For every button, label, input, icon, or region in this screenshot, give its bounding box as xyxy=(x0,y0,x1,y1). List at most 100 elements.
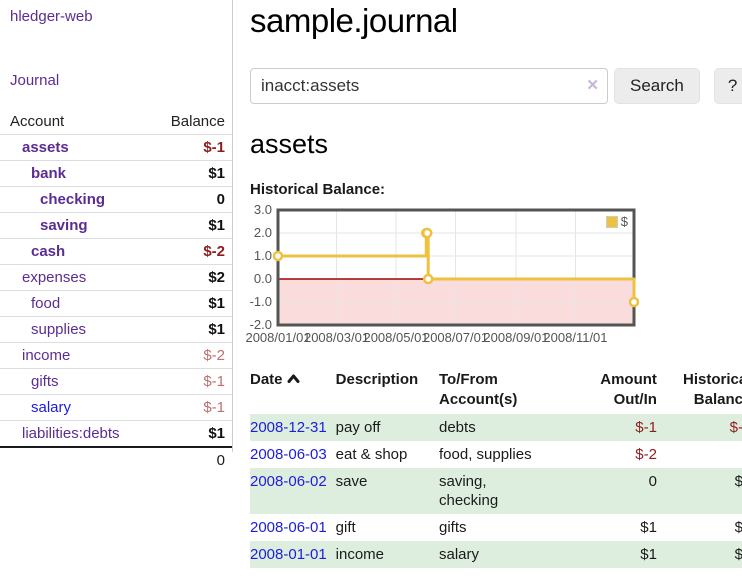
transaction-accounts: food, supplies xyxy=(439,446,532,463)
sidebar-account-row-food: food $1 xyxy=(0,290,232,316)
transaction-amount: $-2 xyxy=(635,446,657,463)
register-row: 2008-06-03 eat & shop food, supplies $-2… xyxy=(250,441,742,468)
main-content: sample.journal ✕ Search ? assets Histori… xyxy=(233,0,742,582)
y-tick-label: 0.0 xyxy=(253,271,272,286)
transaction-accounts: saving, checking xyxy=(439,468,577,514)
account-balance: $-1 xyxy=(203,399,225,416)
search-button[interactable]: Search xyxy=(614,68,700,104)
balance-column-header: Balance xyxy=(170,113,225,130)
transaction-balance: $1 xyxy=(656,541,742,568)
accounts-header-row: Account Balance xyxy=(0,109,232,134)
x-tick-label: 2008/11/01 xyxy=(543,330,608,345)
accounts-total-value: 0 xyxy=(216,452,225,469)
account-balance: $1 xyxy=(208,425,225,442)
account-link-food[interactable]: food xyxy=(31,295,61,312)
page-title: sample.journal xyxy=(250,2,458,39)
help-button[interactable]: ? xyxy=(713,68,742,104)
transaction-amount: $-1 xyxy=(576,414,657,441)
x-tick-label: 2008/01/01 xyxy=(245,330,311,345)
sort-ascending-icon xyxy=(287,370,300,390)
sidebar-account-row-bank: bank $1 xyxy=(0,160,232,186)
sidebar-account-row-salary: salary $-1 xyxy=(0,394,232,420)
account-balance: $-1 xyxy=(203,373,225,390)
account-balance: $-2 xyxy=(203,347,225,364)
x-tick-label: 2008/03/01 xyxy=(303,330,370,345)
account-link-checking[interactable]: checking xyxy=(40,191,106,208)
sidebar-account-row-supplies: supplies $1 xyxy=(0,316,232,342)
transaction-description: income xyxy=(335,541,439,568)
account-link-expenses[interactable]: expenses xyxy=(22,269,87,286)
transaction-description: eat & shop xyxy=(335,446,408,463)
y-axis-labels: 3.0 2.0 1.0 0.0 -1.0 -2.0 xyxy=(245,202,272,332)
transaction-date-link[interactable]: 2008-06-01 xyxy=(250,519,327,536)
chart-title: Historical Balance: xyxy=(250,181,386,198)
brand-link[interactable]: hledger-web xyxy=(10,8,93,25)
transaction-accounts: gifts xyxy=(439,519,467,536)
transaction-balance: 0 xyxy=(657,441,742,468)
sidebar-account-row-saving: saving $1 xyxy=(0,212,232,238)
sidebar-account-row-income: income $-2 xyxy=(0,342,232,368)
account-link-income[interactable]: income xyxy=(22,347,71,364)
sidebar-account-row-assets: assets $-1 xyxy=(0,134,232,160)
y-tick-label: -2.0 xyxy=(249,317,272,332)
account-link-supplies[interactable]: supplies xyxy=(31,321,87,338)
sidebar-account-row-expenses: expenses $2 xyxy=(0,264,232,290)
sidebar-account-row-cash: cash $-2 xyxy=(0,238,232,264)
description-header: Description xyxy=(335,371,419,388)
x-tick-label: 2008/07/01 xyxy=(422,330,489,345)
y-tick-label: 1.0 xyxy=(253,248,272,263)
chart-legend: $ xyxy=(603,213,630,230)
transaction-balance: $2 xyxy=(734,519,742,536)
transaction-description: save xyxy=(335,468,439,514)
legend-label: $ xyxy=(620,214,628,229)
account-link-liabilities-debts[interactable]: liabilities:debts xyxy=(22,425,120,442)
transaction-date-link[interactable]: 2008-06-02 xyxy=(250,473,327,490)
register-header-row: Date Description To/From Account(s) Amou… xyxy=(250,368,742,414)
transaction-amount: $1 xyxy=(576,541,657,568)
account-link-saving[interactable]: saving xyxy=(40,217,88,234)
sidebar-account-row-liabilities-debts: liabilities:debts $1 xyxy=(0,420,232,446)
account-balance: $-2 xyxy=(203,243,225,260)
transaction-balance: $-1 xyxy=(656,414,742,441)
accounts-header: To/From Account(s) xyxy=(439,371,518,408)
sort-by-date-header[interactable]: Date xyxy=(250,368,336,414)
register-row: 2008-12-31 pay off debts $-1 $-1 xyxy=(250,414,742,441)
transaction-date-link[interactable]: 2008-06-03 xyxy=(250,446,327,463)
transaction-description: gift xyxy=(335,519,356,536)
account-link-bank[interactable]: bank xyxy=(31,165,67,182)
amount-header: Amount Out/In xyxy=(600,371,657,408)
account-column-header: Account xyxy=(10,113,65,130)
accounts-panel: Account Balance assets $-1 bank $1 check… xyxy=(0,109,232,473)
x-axis-labels: 2008/01/01 2008/03/01 2008/05/01 2008/07/01… xyxy=(245,330,635,348)
y-tick-label: -1.0 xyxy=(249,294,272,309)
transaction-date-link[interactable]: 2008-01-01 xyxy=(250,546,327,563)
account-link-salary[interactable]: salary xyxy=(31,399,72,416)
transaction-date-link[interactable]: 2008-12-31 xyxy=(250,419,327,436)
register-row: 2008-06-02 save saving,checking 0 $2 xyxy=(250,468,742,514)
x-tick-label: 2008/09/01 xyxy=(483,330,549,345)
account-link-cash[interactable]: cash xyxy=(31,243,66,260)
account-balance: $2 xyxy=(208,269,225,286)
account-balance: $1 xyxy=(208,321,225,338)
sidebar-item-journal[interactable]: Journal xyxy=(10,72,60,89)
y-tick-label: 2.0 xyxy=(253,225,272,240)
register-row: 2008-01-01 income salary $1 $1 xyxy=(250,541,742,568)
search-box: ✕ xyxy=(250,68,608,104)
account-balance: $1 xyxy=(208,295,225,312)
search-input[interactable] xyxy=(250,68,608,104)
search-form: ✕ Search ? xyxy=(250,68,742,104)
sidebar: hledger-web Journal Account Balance asse… xyxy=(0,0,233,469)
x-tick-label: 2008/05/01 xyxy=(363,330,429,345)
historical-balance-chart: 3.0 2.0 1.0 0.0 -1.0 -2.0 $ 2008/01/01 2008/03… xyxy=(245,202,640,348)
account-link-assets[interactable]: assets xyxy=(22,139,69,156)
transaction-amount: $1 xyxy=(640,519,657,536)
account-balance: 0 xyxy=(216,191,225,208)
balance-chart-svg xyxy=(272,208,640,327)
account-link-gifts[interactable]: gifts xyxy=(31,373,59,390)
y-tick-label: 3.0 xyxy=(253,202,272,217)
transaction-balance: $2 xyxy=(656,468,742,514)
accounts-total-row: 0 xyxy=(0,446,232,473)
clear-search-icon[interactable]: ✕ xyxy=(586,77,599,94)
transaction-description: pay off xyxy=(335,414,439,441)
chart-plot-area: $ xyxy=(272,208,640,327)
